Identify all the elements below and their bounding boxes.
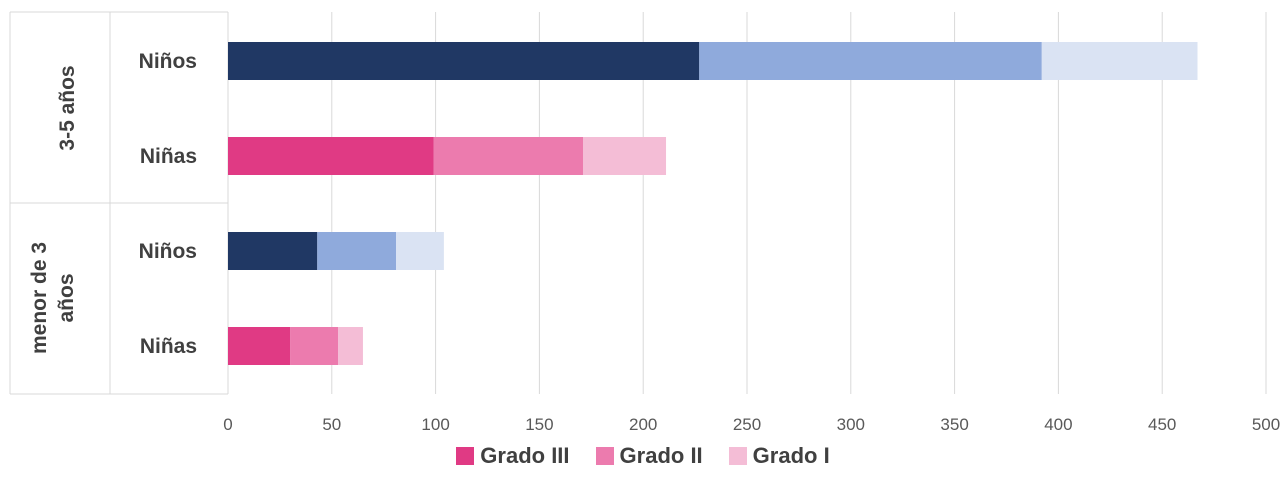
x-tick-label: 400 — [1044, 415, 1072, 434]
x-tick-label: 100 — [421, 415, 449, 434]
x-axis-tick-labels: 0 50 100 150 200 250 300 350 400 450 500 — [223, 415, 1280, 434]
x-tick-label: 0 — [223, 415, 232, 434]
legend-swatch — [728, 447, 747, 465]
bar-segment-grado-iii — [228, 137, 434, 175]
bar-segment-grado-ii — [290, 327, 339, 365]
legend-item: Grado III — [456, 443, 570, 469]
bar-segment-grado-i — [396, 232, 444, 270]
legend-swatch — [456, 447, 475, 465]
legend-item: Grado I — [728, 443, 830, 469]
x-tick-label: 250 — [733, 415, 761, 434]
category-labels: Niños Niñas Niños Niñas — [139, 50, 197, 358]
legend: Grado III Grado II Grado I — [0, 443, 1286, 469]
bar-segment-grado-iii — [228, 327, 291, 365]
x-tick-label: 300 — [837, 415, 865, 434]
group-label-3-5: 3-5 años — [56, 65, 79, 150]
bar-segment-grado-ii — [433, 137, 583, 175]
legend-label: Grado III — [480, 443, 570, 468]
group-label-menor-3: menor de 3 — [28, 242, 51, 354]
bar-segment-grado-i — [1041, 42, 1198, 80]
bars — [228, 42, 1198, 365]
category-label: Niñas — [140, 145, 197, 168]
category-label: Niñas — [140, 335, 197, 358]
category-label: Niños — [139, 240, 197, 263]
legend-item: Grado II — [595, 443, 703, 469]
legend-swatch — [595, 447, 614, 465]
bar-segment-grado-iii — [228, 42, 700, 80]
x-tick-label: 200 — [629, 415, 657, 434]
legend-label: Grado I — [752, 443, 830, 468]
group-label-menor-3-line2: años — [55, 273, 78, 322]
bar-segment-grado-ii — [699, 42, 1042, 80]
bar-segment-grado-i — [582, 137, 667, 175]
x-tick-label: 150 — [525, 415, 553, 434]
x-tick-label: 450 — [1148, 415, 1176, 434]
group-dividers — [9, 11, 228, 395]
x-tick-label: 500 — [1252, 415, 1280, 434]
bar-segment-grado-i — [338, 327, 363, 365]
category-label: Niños — [139, 50, 197, 73]
legend-label: Grado II — [619, 443, 703, 468]
group-labels: 3-5 años menor de 3 años — [28, 65, 79, 354]
x-tick-label: 350 — [940, 415, 968, 434]
bar-segment-grado-ii — [317, 232, 397, 270]
bar-segment-grado-iii — [228, 232, 318, 270]
x-tick-label: 50 — [322, 415, 341, 434]
